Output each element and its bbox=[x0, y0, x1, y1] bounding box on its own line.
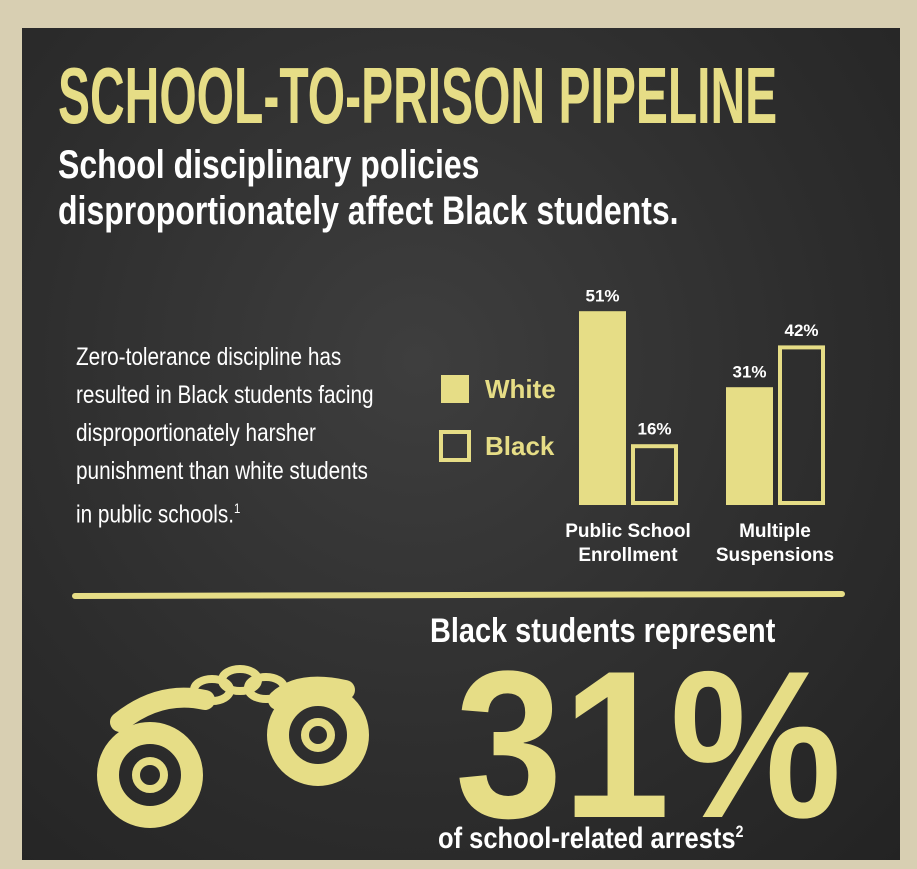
subtitle: School disciplinary policies disproporti… bbox=[58, 143, 679, 233]
legend-swatch bbox=[441, 375, 469, 403]
bar bbox=[631, 444, 678, 506]
bar bbox=[579, 311, 626, 505]
title: SCHOOL-TO-PRISON PIPELINE bbox=[58, 51, 778, 140]
body-text: Zero-tolerance discipline has resulted i… bbox=[76, 338, 375, 533]
category-label: Public School Enrollment bbox=[565, 521, 691, 566]
stat-value: 31% bbox=[455, 627, 842, 862]
value-label: 16% bbox=[637, 420, 671, 439]
legend-swatch bbox=[439, 430, 471, 462]
stat-caption: of school-related arrests2 bbox=[438, 822, 743, 856]
divider bbox=[72, 591, 845, 599]
bar bbox=[726, 387, 773, 505]
category-label: Multiple Suspensions bbox=[715, 521, 835, 566]
value-label: 42% bbox=[784, 321, 818, 340]
bar bbox=[778, 345, 825, 505]
stat-caption-text: of school-related arrests bbox=[438, 822, 736, 855]
footnote-mark: 2 bbox=[735, 823, 744, 841]
stat-heading: Black students represent bbox=[430, 612, 776, 650]
footnote-mark: 1 bbox=[234, 501, 241, 516]
value-label: 51% bbox=[585, 287, 619, 306]
legend-label: White bbox=[485, 374, 556, 404]
handcuffs-icon bbox=[97, 665, 369, 828]
legend-label: Black bbox=[485, 431, 555, 461]
body-text-content: Zero-tolerance discipline has resulted i… bbox=[76, 343, 374, 529]
value-label: 31% bbox=[732, 363, 766, 382]
